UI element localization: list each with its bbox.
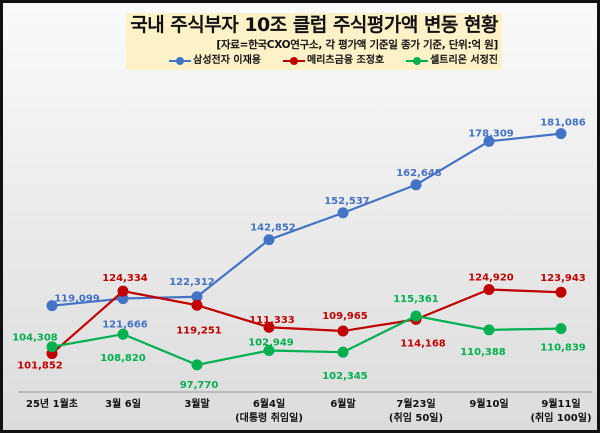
x-tick-label: 6월말 [330,398,356,410]
data-point [263,234,275,246]
data-label: 178,309 [468,128,514,139]
x-tick-label: 9월11일 [541,397,580,410]
legend-marker-icon [283,56,306,65]
data-label: 114,168 [400,338,446,349]
data-label: 119,099 [54,294,100,305]
data-point [337,207,349,219]
data-point [555,128,567,140]
legend-item: 삼성전자 이재용 [169,54,261,67]
series-line [51,288,562,355]
data-label: 101,852 [17,361,63,372]
data-point [483,135,495,147]
data-point [483,324,495,336]
data-label: 162,648 [396,168,442,179]
data-label: 102,949 [248,338,294,349]
data-point [117,328,129,340]
x-tick-label: 3월 6일 [105,397,141,410]
data-point [117,285,129,297]
data-point [483,284,495,296]
legend-item: 셀트리온 서정진 [406,54,498,67]
data-point [337,325,349,337]
data-point [191,299,203,311]
data-label: 104,308 [12,333,58,344]
data-point [263,321,275,333]
data-point [410,310,422,322]
legend-label: 메리츠금융 조정호 [307,55,385,66]
data-point [263,345,275,357]
data-label: 152,537 [324,196,370,207]
data-label: 97,770 [180,380,219,391]
x-tick-label: (취임 100일) [530,411,591,424]
x-tick-label: (대통령 취임일) [235,411,303,424]
data-point [555,286,567,298]
data-label: 110,839 [540,343,586,354]
data-label: 108,820 [100,353,146,364]
data-label: 181,086 [540,118,586,129]
data-point [46,341,58,353]
data-label: 124,334 [102,273,148,284]
series-line [51,132,562,307]
legend-marker-icon [406,56,429,65]
legend-item: 메리츠금융 조정호 [283,54,384,67]
chart-title: 국내 주식부자 10조 클럽 주식평가액 변동 현황 [130,14,498,36]
x-tick-label: (취임 50일) [389,411,443,424]
x-tick-label: 3월말 [184,398,210,410]
data-label: 123,943 [540,273,586,284]
legend: 삼성전자 이재용 메리츠금융 조정호 셀트리온 서정진 [169,54,498,67]
title-box: 국내 주식부자 10조 클럽 주식평가액 변동 현황 [자료=한국CXO연구소,… [126,13,502,70]
data-label: 110,388 [460,347,506,358]
data-label: 102,345 [322,371,368,382]
series-line [51,314,562,367]
data-label: 121,666 [102,320,148,331]
data-label: 115,361 [393,294,439,305]
data-label: 119,251 [176,325,222,336]
legend-marker-icon [169,56,192,65]
data-point [191,291,203,303]
data-point [410,179,422,191]
data-point [337,346,349,358]
data-label: 142,852 [250,223,296,234]
x-tick-label: 6월4일 [253,397,285,410]
data-label: 122,312 [169,277,215,288]
data-point [555,323,567,335]
chart-subtitle: [자료=한국CXO연구소, 각 평가액 기준일 종가 기준, 단위:억 원] [216,39,498,51]
legend-label: 셀트리온 서정진 [430,55,498,66]
x-tick-label: 9월10일 [469,397,508,410]
legend-label: 삼성전자 이재용 [193,55,262,66]
data-point [46,300,58,312]
data-label: 109,965 [322,311,368,322]
data-label: 124,920 [468,273,514,284]
x-tick-label: 25년 1월초 [26,397,78,410]
x-tick-label: 7월23일 [396,397,435,410]
data-point [191,359,203,371]
data-label: 111,333 [249,315,295,326]
